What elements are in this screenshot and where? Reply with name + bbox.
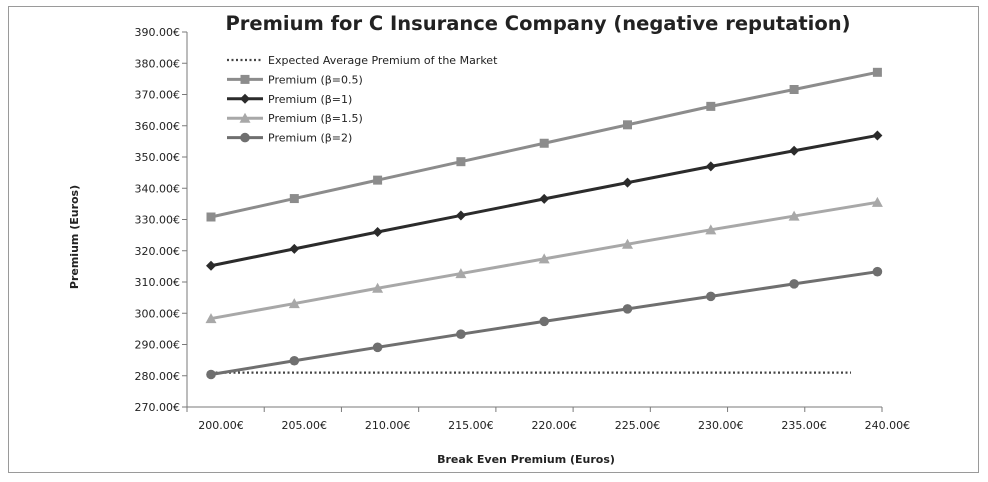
series-1 (206, 67, 882, 222)
legend-item: Premium (β=2) (227, 132, 352, 145)
x-tick-label: 200.00€ (198, 419, 244, 432)
data-point (622, 177, 633, 188)
y-tick-label: 280.00€ (135, 370, 181, 383)
y-axis-label: Premium (Euros) (68, 185, 81, 289)
y-tick-label: 390.00€ (135, 26, 181, 39)
legend-label: Premium (β=1) (268, 93, 352, 106)
chart-title: Premium for C Insurance Company (negativ… (225, 12, 850, 35)
data-point (623, 120, 632, 130)
y-tick-label: 370.00€ (135, 89, 181, 102)
data-point (539, 316, 549, 327)
y-tick-label: 350.00€ (135, 151, 181, 164)
data-point (622, 238, 633, 249)
y-tick-label: 330.00€ (135, 214, 181, 227)
x-tick-label: 210.00€ (365, 419, 411, 432)
legend-marker (240, 132, 250, 143)
data-point (872, 266, 883, 277)
data-point (455, 210, 466, 221)
legend-label: Premium (β=2) (268, 132, 352, 145)
data-point (289, 194, 299, 204)
legend-item: Premium (β=1.5) (227, 112, 363, 125)
data-point (289, 243, 300, 254)
data-point (373, 175, 383, 185)
data-point (622, 304, 633, 314)
x-tick-label: 205.00€ (282, 419, 328, 432)
x-tick-label: 235.00€ (781, 419, 827, 432)
data-point (706, 101, 716, 111)
legend: Expected Average Premium of the Market Pr… (227, 54, 498, 145)
data-point (789, 85, 799, 94)
legend-label: Expected Average Premium of the Market (268, 54, 498, 67)
data-point (538, 253, 550, 264)
legend-label: Premium (β=0.5) (268, 73, 363, 86)
data-point (789, 279, 799, 289)
x-tick-label: 215.00€ (448, 419, 494, 432)
data-point (789, 145, 800, 156)
y-tick-label: 290.00€ (135, 339, 181, 352)
data-point (205, 313, 217, 324)
data-point (705, 224, 717, 235)
data-point (788, 210, 800, 221)
legend-marker (240, 74, 250, 84)
y-tick-label: 380.00€ (135, 57, 181, 70)
data-point (206, 369, 216, 380)
data-point (539, 193, 550, 204)
data-point (706, 291, 716, 302)
y-tick-label: 270.00€ (135, 401, 181, 414)
x-tick-label: 230.00€ (698, 419, 744, 432)
y-tick-label: 340.00€ (135, 182, 181, 195)
line-chart: Premium for C Insurance Company (negativ… (68, 12, 911, 466)
data-point (206, 212, 216, 222)
data-point (455, 268, 467, 279)
legend-item: Premium (β=1) (227, 93, 352, 106)
data-point (872, 67, 882, 77)
data-point (456, 157, 466, 167)
legend-label: Premium (β=1.5) (268, 112, 363, 125)
series-4 (206, 266, 883, 380)
legend-item: Expected Average Premium of the Market (227, 54, 498, 67)
legend-marker (239, 112, 251, 123)
data-point (372, 342, 383, 353)
data-point (372, 282, 384, 293)
data-point (288, 298, 300, 309)
data-point (872, 130, 883, 141)
plot-area: 270.00€ 280.00€ 290.00€ 300.00€ 310.00€ 320.0… (135, 26, 911, 432)
legend-marker (240, 93, 250, 104)
series-2 (206, 130, 883, 271)
x-tick-label: 240.00€ (865, 419, 911, 432)
x-tick-label: 225.00€ (615, 419, 661, 432)
data-point (372, 227, 383, 237)
x-axis-label: Break Even Premium (Euros) (437, 453, 615, 466)
chart-frame: Premium for C Insurance Company (negativ… (8, 6, 979, 473)
data-point (456, 329, 466, 339)
y-tick-label: 300.00€ (135, 307, 181, 320)
series-3 (205, 196, 883, 324)
y-tick-label: 310.00€ (135, 276, 181, 289)
y-tick-label: 360.00€ (135, 120, 181, 133)
y-tick-label: 320.00€ (135, 245, 181, 258)
data-point (206, 260, 216, 271)
data-point (289, 355, 300, 366)
data-point (705, 161, 716, 172)
data-point (871, 196, 883, 207)
x-tick-label: 220.00€ (531, 419, 577, 432)
legend-item: Premium (β=0.5) (227, 73, 363, 86)
data-point (539, 138, 549, 148)
